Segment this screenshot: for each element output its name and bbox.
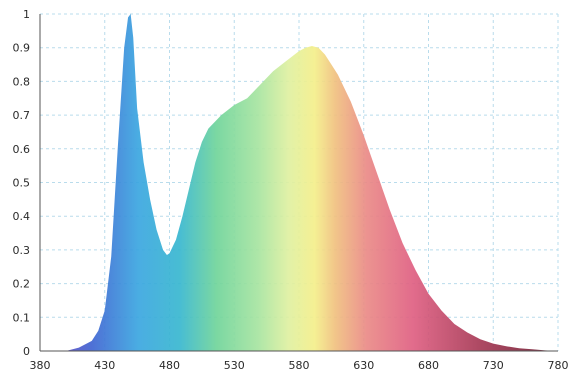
axes (39, 14, 558, 352)
spectrum-area (40, 14, 558, 351)
y-tick-label: 0 (23, 345, 30, 358)
spectrum-area-series (40, 14, 558, 351)
x-axis-tick-labels: 380 430 480 530 580 630 680 730 780 (30, 359, 569, 372)
y-tick-label: 0.5 (13, 177, 31, 190)
x-tick-label: 680 (418, 359, 439, 372)
x-tick-label: 630 (353, 359, 374, 372)
y-tick-label: 0.7 (13, 109, 31, 122)
y-tick-label: 1 (23, 8, 30, 21)
y-tick-label: 0.3 (13, 244, 31, 257)
y-tick-label: 0.1 (13, 311, 31, 324)
y-tick-label: 0.9 (13, 42, 31, 55)
x-tick-label: 480 (159, 359, 180, 372)
y-tick-label: 0.6 (13, 143, 31, 156)
x-tick-label: 730 (483, 359, 504, 372)
x-tick-label: 580 (289, 359, 310, 372)
y-tick-label: 0.4 (13, 210, 31, 223)
y-tick-label: 0.8 (13, 75, 31, 88)
x-tick-label: 430 (94, 359, 115, 372)
x-tick-label: 530 (224, 359, 245, 372)
y-axis-tick-labels: 0 0.1 0.2 0.3 0.4 0.5 0.6 0.7 0.8 0.9 1 (13, 8, 31, 358)
y-tick-label: 0.2 (13, 278, 31, 291)
x-tick-label: 380 (30, 359, 51, 372)
x-tick-label: 780 (548, 359, 569, 372)
